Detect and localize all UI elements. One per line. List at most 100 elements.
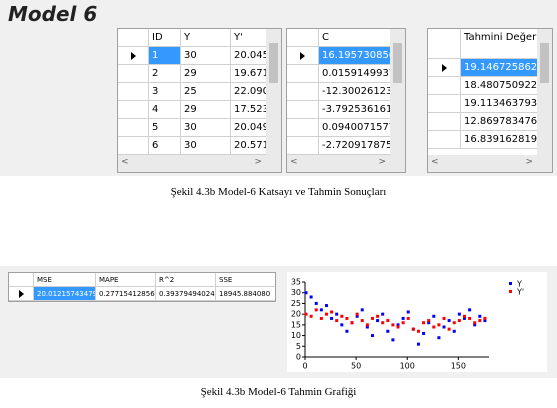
point: [452, 329, 456, 333]
cell: 18945.884080: [216, 287, 275, 301]
scroll-right: >: [378, 157, 386, 167]
cell: 0.277154128560: [96, 287, 156, 301]
point: [330, 310, 334, 314]
x-tick-label: 150: [451, 362, 466, 371]
point: [406, 310, 410, 314]
point: [360, 308, 364, 312]
point: [432, 325, 436, 329]
point: [478, 319, 482, 323]
y-tick-label: 20: [291, 310, 301, 319]
row-header: [118, 137, 149, 155]
point: [427, 321, 431, 325]
column-header: MAPE: [96, 273, 156, 287]
cell: 3: [149, 83, 181, 101]
point: [386, 319, 390, 323]
point: [483, 316, 487, 320]
chart-bg: [287, 272, 547, 372]
column-header: ID: [149, 29, 181, 47]
column-header: MSE: [34, 273, 96, 287]
row-header: [428, 95, 461, 113]
row-header: [428, 77, 461, 95]
cell: 29: [181, 65, 231, 83]
cell: 20.01215743479: [34, 287, 96, 301]
point: [304, 291, 308, 295]
cell: 22.0905: [231, 83, 281, 101]
point: [376, 319, 380, 323]
point: [401, 316, 405, 320]
point: [416, 329, 420, 333]
row-header: [428, 113, 461, 131]
point: [437, 323, 441, 327]
scroll-thumb: [393, 43, 402, 83]
cell: 30: [181, 137, 231, 155]
legend-label: Y': [516, 288, 524, 297]
point: [324, 312, 328, 316]
point: [447, 327, 451, 331]
point: [335, 319, 339, 323]
scroll-left: <: [121, 157, 129, 167]
column-header: SSE: [216, 273, 275, 287]
cell: 16.19573085635: [319, 47, 405, 65]
row-header: [287, 101, 319, 119]
corner-cell: [428, 29, 461, 59]
x-tick-label: 100: [400, 362, 415, 371]
cell: 30: [181, 119, 231, 137]
row-header: [118, 47, 149, 65]
vertical-scrollbar: [537, 29, 552, 155]
point: [447, 319, 451, 323]
point: [478, 314, 482, 318]
point: [457, 312, 461, 316]
caption: Şekil 4.3b Model-6 Katsayı ve Tahmin Son…: [170, 186, 387, 198]
cell: 20.0495: [231, 119, 281, 137]
data-grid: Tahmini Değerler 19.1467258628 18.48075092…: [427, 28, 553, 173]
point: [370, 334, 374, 338]
point: [340, 323, 344, 327]
cell: 20.5713: [231, 137, 281, 155]
point: [442, 325, 446, 329]
point: [473, 323, 477, 327]
point: [376, 314, 380, 318]
point: [355, 314, 359, 318]
cell: 12.8697834769: [461, 113, 552, 131]
point: [396, 325, 400, 329]
current-row-arrow: [18, 290, 24, 298]
point: [391, 323, 395, 327]
cell: 0.01591499377: [319, 65, 405, 83]
point: [391, 338, 395, 342]
point: [370, 316, 374, 320]
data-grid: MSE MAPE R^2 SSE 20.01215743479 0.27715412856…: [8, 272, 276, 302]
point: [309, 295, 313, 299]
point: [422, 321, 426, 325]
point: [314, 308, 318, 312]
x-tick-label: 0: [302, 362, 307, 371]
scroll-left: <: [431, 157, 439, 167]
cell: 18.4807509227: [461, 77, 552, 95]
data-grid: ID Y Y' 1 30 20.0457 2 29 19.6719 3 25 22.0905 4 29 17…: [117, 28, 282, 173]
point: [381, 321, 385, 325]
point: [319, 316, 323, 320]
cell: 29: [181, 101, 231, 119]
point: [468, 308, 472, 312]
point: [483, 319, 487, 323]
y-tick-label: 30: [291, 288, 301, 297]
point: [365, 323, 369, 327]
cell: -12.3002612343: [319, 83, 405, 101]
row-header: [428, 59, 461, 77]
cell: 17.5230: [231, 101, 281, 119]
cell: 6: [149, 137, 181, 155]
point: [462, 314, 466, 318]
horizontal-scrollbar: < >: [118, 155, 281, 172]
point: [427, 319, 431, 323]
cell: 16.8391628191: [461, 131, 552, 149]
y-tick-label: 10: [291, 331, 301, 340]
cell: 5: [149, 119, 181, 137]
scroll-right: >: [254, 157, 262, 167]
row-header: [287, 83, 319, 101]
y-tick-label: 35: [291, 278, 301, 287]
point: [335, 312, 339, 316]
cell: 19.1134637935: [461, 95, 552, 113]
point: [442, 316, 446, 320]
cell: 0.393794940246: [156, 287, 216, 301]
row-header: [287, 119, 319, 137]
